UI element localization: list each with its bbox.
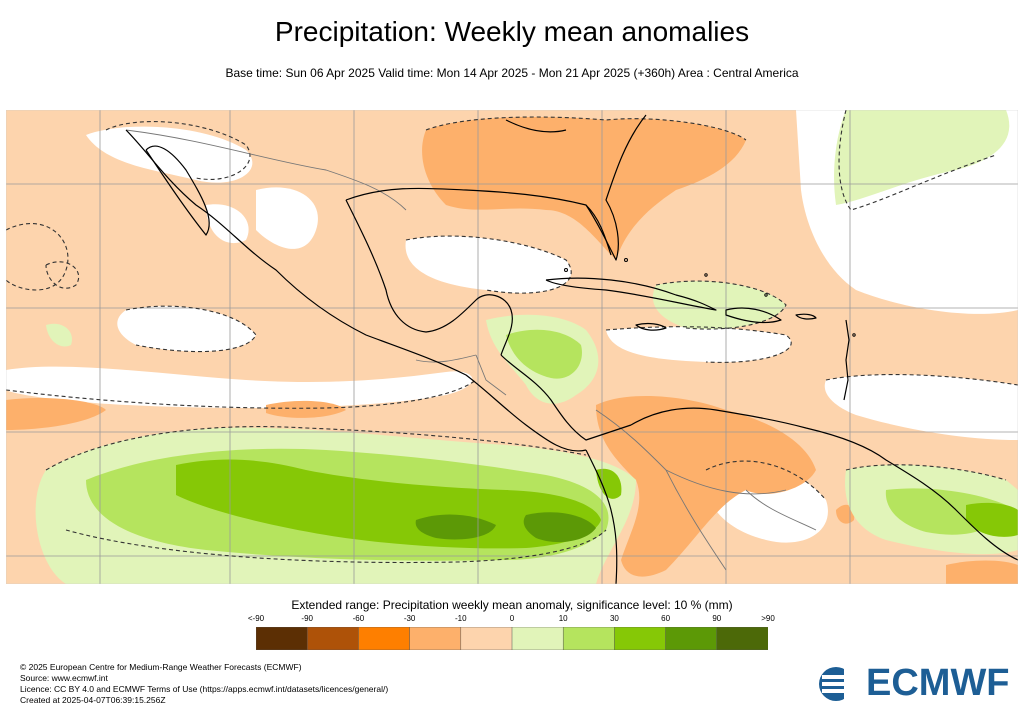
colorbar-tick-label: -90	[301, 614, 313, 623]
wet-very-strong-areas	[415, 512, 596, 543]
ecmwf-logo-icon	[819, 666, 862, 702]
map-title: Precipitation: Weekly mean anomalies	[274, 16, 750, 47]
licence-text: Licence: CC BY 4.0 and ECMWF Terms of Us…	[20, 684, 389, 694]
colorbar-tick-label: 90	[712, 614, 722, 623]
copyright-text: © 2025 European Centre for Medium-Range …	[20, 662, 302, 672]
significance-contours	[6, 110, 1018, 564]
colorbar-swatch	[562, 627, 615, 650]
created-text: Created at 2025-04-07T06:39:15.256Z	[20, 695, 166, 705]
map-subtitle: Base time: Sun 06 Apr 2025 Valid time: M…	[225, 66, 799, 80]
anomaly-map	[6, 110, 1018, 584]
colorbar-swatch	[716, 627, 768, 650]
source-text: Source: www.ecmwf.int	[20, 673, 108, 683]
colorbar-title: Extended range: Precipitation weekly mea…	[291, 598, 733, 612]
islands	[564, 258, 856, 337]
colorbar-tick-label: 10	[558, 614, 568, 623]
colorbar	[256, 627, 768, 650]
ecmwf-logo-text: ECMWF	[866, 662, 1010, 704]
colorbar-tick-label: >90	[761, 614, 775, 623]
colorbar-swatch	[665, 627, 718, 650]
colorbar-swatch	[614, 627, 667, 650]
colorbar-swatch	[306, 627, 359, 650]
colorbar-swatch	[409, 627, 462, 650]
colorbar-swatch	[256, 627, 308, 650]
footer: © 2025 European Centre for Medium-Range …	[20, 662, 388, 706]
colorbar-tick-label: -10	[455, 614, 467, 623]
colorbar-tick-label: -30	[403, 614, 416, 623]
colorbar-tick-label: 60	[661, 614, 671, 623]
colorbar-ticks: <-90 -90 -60 -30 -10 0 10 30 60 90 >90	[248, 614, 775, 626]
colorbar-tick-label: 0	[509, 614, 515, 623]
colorbar-tick-label: -60	[352, 614, 365, 623]
colorbar-swatch	[460, 627, 513, 650]
colorbar-tick-label: 30	[609, 614, 619, 623]
colorbar-swatch	[511, 627, 564, 650]
ecmwf-logo: ECMWF	[814, 662, 1010, 704]
colorbar-swatch	[358, 627, 411, 650]
coastlines	[125, 114, 1018, 584]
colorbar-tick-label: <-90	[247, 614, 265, 623]
